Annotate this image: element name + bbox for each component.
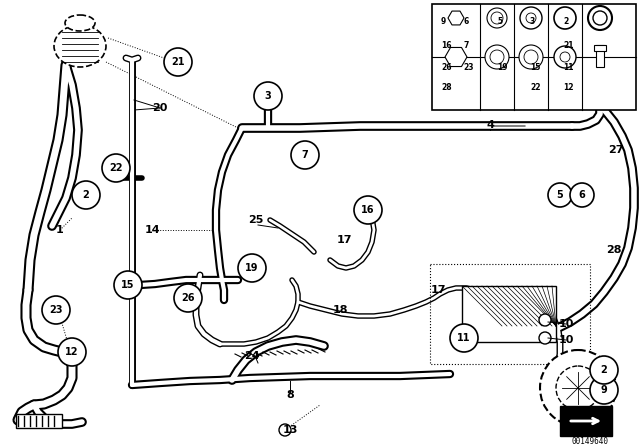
Text: 8: 8: [286, 390, 294, 400]
Text: 9: 9: [600, 385, 607, 395]
Circle shape: [279, 424, 291, 436]
Text: 24: 24: [244, 351, 260, 361]
Text: 9: 9: [441, 17, 446, 26]
Text: 17: 17: [336, 235, 352, 245]
Circle shape: [58, 338, 86, 366]
Text: 4: 4: [486, 120, 494, 130]
Text: 26: 26: [181, 293, 195, 303]
Text: 12: 12: [65, 347, 79, 357]
Text: 12: 12: [563, 83, 573, 92]
Circle shape: [114, 271, 142, 299]
Circle shape: [590, 356, 618, 384]
Circle shape: [487, 8, 507, 28]
Text: 00149640: 00149640: [572, 438, 609, 447]
Text: 11: 11: [563, 64, 573, 73]
Circle shape: [519, 45, 543, 69]
Polygon shape: [445, 47, 467, 66]
Text: 23: 23: [463, 64, 474, 73]
Text: 2: 2: [600, 365, 607, 375]
Text: 20: 20: [152, 103, 168, 113]
Bar: [560, 406, 612, 436]
Text: 5: 5: [557, 190, 563, 200]
Text: 2: 2: [563, 17, 568, 26]
Circle shape: [72, 181, 100, 209]
Circle shape: [254, 82, 282, 110]
Bar: [432, 4, 636, 110]
Circle shape: [102, 154, 130, 182]
Ellipse shape: [65, 15, 95, 31]
Text: 6: 6: [579, 190, 586, 200]
Circle shape: [560, 52, 570, 62]
Text: 23: 23: [49, 305, 63, 315]
Text: 21: 21: [172, 57, 185, 67]
Bar: [462, 286, 556, 342]
Text: 2: 2: [83, 190, 90, 200]
Text: 25: 25: [248, 215, 264, 225]
Circle shape: [590, 376, 618, 404]
Circle shape: [491, 12, 503, 24]
Text: 6: 6: [463, 17, 468, 26]
Circle shape: [42, 296, 70, 324]
Circle shape: [539, 314, 551, 326]
Text: 7: 7: [301, 150, 308, 160]
Text: 21: 21: [563, 40, 573, 49]
Circle shape: [548, 183, 572, 207]
Text: 28: 28: [606, 245, 621, 255]
Text: 27: 27: [608, 145, 624, 155]
Circle shape: [354, 196, 382, 224]
Circle shape: [539, 332, 551, 344]
Text: 10: 10: [558, 319, 573, 329]
Text: 13: 13: [282, 425, 298, 435]
Text: 28: 28: [441, 83, 452, 92]
Circle shape: [554, 46, 576, 68]
Text: 16: 16: [441, 40, 451, 49]
Circle shape: [164, 48, 192, 76]
Text: 22: 22: [530, 83, 541, 92]
Text: 10: 10: [558, 335, 573, 345]
Bar: [430, 264, 590, 364]
Circle shape: [291, 141, 319, 169]
Text: 3: 3: [264, 91, 271, 101]
Circle shape: [238, 254, 266, 282]
Text: 22: 22: [109, 163, 123, 173]
Text: 19: 19: [245, 263, 259, 273]
Circle shape: [524, 50, 538, 64]
Text: 15: 15: [121, 280, 135, 290]
Text: 15: 15: [530, 64, 540, 73]
Circle shape: [570, 183, 594, 207]
Circle shape: [490, 50, 504, 64]
Circle shape: [556, 366, 600, 410]
Text: 5: 5: [497, 17, 502, 26]
Text: 14: 14: [144, 225, 160, 235]
Circle shape: [485, 45, 509, 69]
Bar: [596, 45, 604, 67]
Text: 11: 11: [457, 333, 471, 343]
Circle shape: [520, 7, 542, 29]
Circle shape: [540, 350, 616, 426]
Text: 3: 3: [530, 17, 535, 26]
Circle shape: [450, 324, 478, 352]
Bar: [594, 45, 606, 51]
Text: 1: 1: [56, 225, 64, 235]
Text: 16: 16: [361, 205, 375, 215]
Text: 19: 19: [497, 64, 508, 73]
Text: 26: 26: [441, 64, 451, 73]
Ellipse shape: [54, 25, 106, 67]
Text: 7: 7: [463, 40, 468, 49]
Polygon shape: [448, 11, 464, 25]
Text: 17: 17: [430, 285, 445, 295]
Text: 18: 18: [332, 305, 348, 315]
Circle shape: [174, 284, 202, 312]
Circle shape: [526, 13, 536, 23]
Bar: [16, 414, 62, 428]
